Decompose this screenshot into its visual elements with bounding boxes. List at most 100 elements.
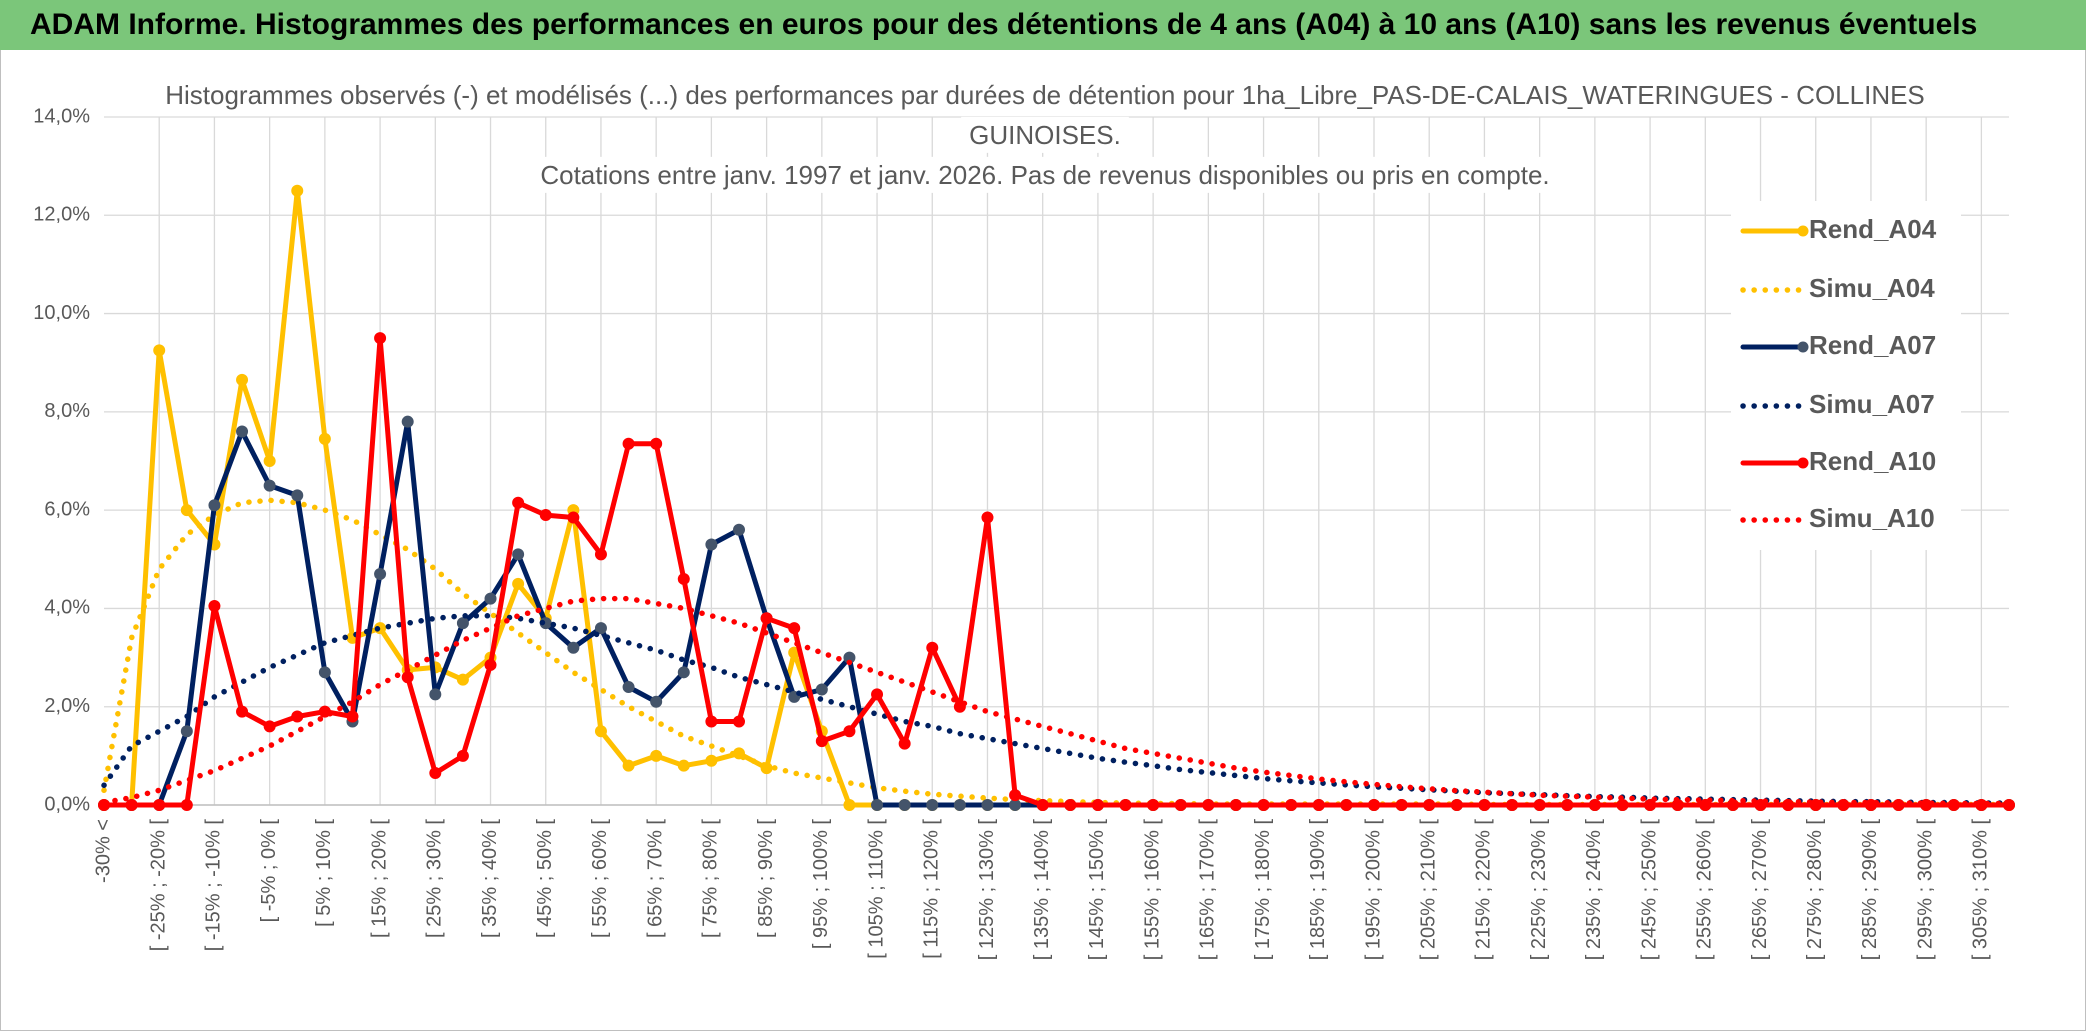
point-marker xyxy=(180,725,193,738)
point-marker xyxy=(263,720,276,733)
point-marker xyxy=(374,568,387,581)
point-marker xyxy=(594,622,607,635)
point-marker xyxy=(1009,789,1022,802)
point-marker xyxy=(456,617,469,630)
point-marker xyxy=(1119,799,1132,811)
x-tick-label: [ 145% ; 150% [ xyxy=(1086,819,1108,961)
point-marker xyxy=(512,496,525,509)
x-tick-label: [ 275% ; 280% [ xyxy=(1804,819,1826,961)
point-marker xyxy=(871,799,884,811)
point-marker xyxy=(926,799,939,811)
point-marker xyxy=(677,666,690,679)
point-marker xyxy=(1644,799,1657,811)
x-tick-label: [ 135% ; 140% [ xyxy=(1031,819,1053,961)
point-marker xyxy=(1395,799,1408,811)
point-marker xyxy=(843,799,856,811)
point-marker xyxy=(346,710,359,723)
legend-marker xyxy=(1797,457,1809,469)
x-tick-label: [ 195% ; 200% [ xyxy=(1362,819,1384,961)
point-marker xyxy=(429,688,442,701)
y-tick-label: 6,0% xyxy=(44,498,90,520)
point-marker xyxy=(898,737,911,750)
point-marker xyxy=(567,641,580,654)
point-marker xyxy=(622,681,635,694)
point-marker xyxy=(1285,799,1298,811)
point-marker xyxy=(1257,799,1270,811)
legend-marker xyxy=(1797,225,1809,237)
point-marker xyxy=(622,437,635,450)
point-marker xyxy=(180,799,193,811)
x-tick-label: [ 185% ; 190% [ xyxy=(1307,819,1329,961)
point-marker xyxy=(788,622,801,635)
point-marker xyxy=(733,715,745,728)
point-marker xyxy=(1202,799,1215,811)
x-tick-label: [ 205% ; 210% [ xyxy=(1417,819,1439,961)
point-marker xyxy=(456,749,469,762)
point-marker xyxy=(843,725,856,738)
point-marker xyxy=(484,658,497,671)
point-marker xyxy=(705,538,718,551)
point-marker xyxy=(594,725,607,738)
header-bar xyxy=(0,0,2086,50)
x-tick-label: [ -5% ; 0% [ xyxy=(258,819,280,923)
point-marker xyxy=(1312,799,1325,811)
x-tick-label: [ 225% ; 230% [ xyxy=(1528,819,1550,961)
point-marker xyxy=(401,415,414,428)
point-marker xyxy=(1423,799,1436,811)
point-marker xyxy=(1561,799,1574,811)
legend: Rend_A04 Simu_A04 Rend_A07 Simu_A07 Rend_A10… xyxy=(1731,201,1961,550)
legend-label: Simu_A10 xyxy=(1809,503,1935,533)
point-marker xyxy=(898,799,911,811)
x-tick-label: [ 65% ; 70% [ xyxy=(644,819,666,938)
point-marker xyxy=(125,799,138,811)
title-backing xyxy=(157,76,1933,113)
point-marker xyxy=(318,666,331,679)
x-tick-label: [ 175% ; 180% [ xyxy=(1252,819,1274,961)
point-marker xyxy=(815,735,828,748)
x-tick-label: [ 215% ; 220% [ xyxy=(1473,819,1495,961)
legend-label: Simu_A04 xyxy=(1809,273,1935,303)
x-tick-label: [ 105% ; 110% [ xyxy=(865,819,887,959)
x-tick-label: [ 5% ; 10% [ xyxy=(313,819,335,927)
point-marker xyxy=(1091,799,1104,811)
y-tick-label: 12,0% xyxy=(33,204,90,226)
point-marker xyxy=(1506,799,1519,811)
point-marker xyxy=(926,641,939,654)
point-marker xyxy=(1478,799,1491,811)
point-marker xyxy=(815,683,828,696)
point-marker xyxy=(539,509,552,522)
x-tick-label: [ 35% ; 40% [ xyxy=(479,819,501,938)
point-marker xyxy=(705,754,718,767)
legend-label: Simu_A07 xyxy=(1809,389,1935,419)
point-marker xyxy=(153,344,166,357)
chart-title: Cotations entre janv. 1997 et janv. 2026… xyxy=(540,160,1549,190)
point-marker xyxy=(567,511,580,524)
y-tick-label: 10,0% xyxy=(33,302,90,324)
legend-marker xyxy=(1797,341,1809,353)
legend-label: Rend_A04 xyxy=(1809,214,1937,244)
x-tick-label: [ 115% ; 120% [ xyxy=(921,819,943,959)
x-tick-label: [ 265% ; 270% [ xyxy=(1749,819,1771,961)
point-marker xyxy=(1036,799,1049,811)
point-marker xyxy=(208,599,221,612)
point-marker xyxy=(429,767,442,780)
y-tick-label: 14,0% xyxy=(33,105,90,127)
point-marker xyxy=(180,504,193,517)
point-marker xyxy=(1147,799,1160,811)
point-marker xyxy=(650,749,663,762)
x-tick-label: [ 255% ; 260% [ xyxy=(1694,819,1716,961)
point-marker xyxy=(208,499,221,512)
point-marker xyxy=(705,715,718,728)
x-tick-label: [ 245% ; 250% [ xyxy=(1638,819,1660,961)
point-marker xyxy=(1064,799,1077,811)
point-marker xyxy=(594,548,607,561)
point-marker xyxy=(236,373,249,386)
point-marker xyxy=(291,489,304,502)
header-title: ADAM Informe. Histogrammes des performan… xyxy=(30,8,1977,41)
point-marker xyxy=(263,455,276,467)
chart-title: Histogrammes observés (-) et modélisés (… xyxy=(165,80,1925,110)
point-marker xyxy=(484,592,497,605)
legend-label: Rend_A07 xyxy=(1809,330,1936,360)
title-backing xyxy=(961,116,1129,153)
y-tick-label: 4,0% xyxy=(44,597,90,619)
